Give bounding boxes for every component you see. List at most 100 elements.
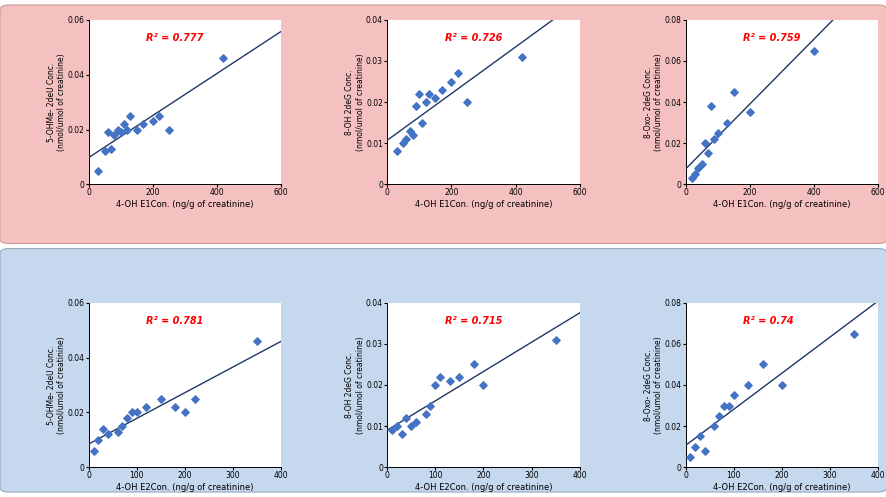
Point	[129, 409, 144, 416]
Point	[405, 131, 419, 139]
Point	[706, 422, 720, 430]
Point	[91, 166, 105, 174]
Point	[125, 409, 139, 416]
Point	[742, 108, 756, 116]
Point	[178, 409, 192, 416]
Text: R² = 0.781: R² = 0.781	[146, 316, 204, 326]
Y-axis label: 5-OHMe- 2deU Conc.
(nmol/umol of creatinine): 5-OHMe- 2deU Conc. (nmol/umol of creatin…	[47, 53, 66, 151]
Point	[120, 414, 134, 422]
Point	[418, 410, 432, 417]
Point	[846, 330, 860, 337]
Point	[697, 447, 711, 455]
Point	[688, 443, 702, 451]
Point	[692, 432, 706, 440]
Text: R² = 0.74: R² = 0.74	[742, 316, 793, 326]
Point	[385, 426, 399, 434]
X-axis label: 4-OH E2Con. (ng/g of creatinine): 4-OH E2Con. (ng/g of creatinine)	[116, 483, 253, 492]
Point	[806, 47, 820, 55]
Text: R² = 0.715: R² = 0.715	[445, 316, 501, 326]
Point	[91, 436, 105, 444]
Point	[726, 88, 740, 96]
Point	[107, 131, 121, 139]
Point	[117, 120, 131, 128]
Point	[460, 98, 474, 106]
Point	[710, 129, 724, 137]
Point	[389, 422, 403, 430]
Point	[466, 360, 480, 368]
Point	[773, 381, 788, 389]
Point	[434, 86, 448, 94]
Point	[123, 112, 137, 120]
Point	[145, 117, 159, 125]
Y-axis label: 8-Oxo- 2deG Conc.
(nmol/umol of creatinine): 8-Oxo- 2deG Conc. (nmol/umol of creatini…	[643, 336, 662, 434]
Point	[450, 70, 464, 78]
Point	[153, 395, 167, 403]
Point	[755, 360, 769, 368]
Point	[444, 78, 458, 85]
Point	[740, 381, 754, 389]
Point	[688, 170, 702, 178]
Point	[399, 414, 413, 422]
Point	[408, 102, 423, 110]
Point	[394, 430, 408, 438]
Point	[111, 427, 125, 435]
Point	[113, 128, 128, 136]
Point	[168, 403, 183, 411]
Y-axis label: 5-OHMe- 2deU Conc.
(nmol/umol of creatinine): 5-OHMe- 2deU Conc. (nmol/umol of creatin…	[47, 336, 66, 434]
Point	[396, 139, 410, 147]
Point	[697, 139, 711, 147]
Text: R² = 0.759: R² = 0.759	[742, 33, 800, 43]
Point	[415, 119, 429, 127]
Point	[423, 402, 437, 410]
Point	[452, 373, 466, 381]
Point	[115, 422, 129, 430]
Point	[514, 53, 528, 61]
Point	[690, 164, 704, 172]
Point	[152, 112, 167, 120]
Point	[721, 402, 735, 410]
Point	[129, 126, 144, 134]
Point	[101, 128, 115, 136]
X-axis label: 4-OH E2Con. (ng/g of creatinine): 4-OH E2Con. (ng/g of creatinine)	[414, 483, 552, 492]
Point	[706, 135, 720, 143]
Point	[700, 150, 714, 158]
Point	[404, 422, 418, 430]
Point	[216, 54, 230, 62]
Text: R² = 0.777: R² = 0.777	[146, 33, 204, 43]
Point	[402, 127, 416, 135]
Point	[136, 120, 151, 128]
Point	[711, 412, 726, 420]
Y-axis label: 8-Oxo- 2deG Conc.
(nmol/umol of creatinine): 8-Oxo- 2deG Conc. (nmol/umol of creatini…	[643, 53, 662, 151]
Point	[421, 90, 435, 98]
Point	[428, 381, 442, 389]
Point	[694, 160, 708, 168]
Point	[96, 425, 110, 433]
Point	[187, 395, 201, 403]
Point	[399, 135, 413, 143]
Point	[476, 381, 490, 389]
Point	[682, 453, 696, 461]
Point	[120, 126, 134, 134]
Point	[412, 90, 426, 98]
Point	[432, 373, 447, 381]
Y-axis label: 8-OH 2deG Conc.
(nmol/umol of creatinine): 8-OH 2deG Conc. (nmol/umol of creatinine…	[345, 336, 364, 434]
Point	[428, 94, 442, 102]
Point	[548, 336, 562, 344]
Point	[719, 119, 734, 127]
X-axis label: 4-OH E2Con. (ng/g of creatinine): 4-OH E2Con. (ng/g of creatinine)	[712, 483, 850, 492]
Point	[389, 148, 403, 156]
Point	[86, 447, 100, 455]
X-axis label: 4-OH E1Con. (ng/g of creatinine): 4-OH E1Con. (ng/g of creatinine)	[712, 200, 850, 209]
Point	[139, 403, 153, 411]
Point	[104, 145, 118, 153]
X-axis label: 4-OH E1Con. (ng/g of creatinine): 4-OH E1Con. (ng/g of creatinine)	[116, 200, 253, 209]
Point	[703, 102, 718, 110]
Point	[418, 98, 432, 106]
Point	[101, 430, 115, 438]
Point	[726, 391, 740, 399]
Text: R² = 0.726: R² = 0.726	[445, 33, 501, 43]
Point	[442, 377, 456, 385]
Point	[716, 402, 730, 410]
Point	[97, 148, 112, 156]
Y-axis label: 8-OH 2deG Conc.
(nmol/umol of creatinine): 8-OH 2deG Conc. (nmol/umol of creatinine…	[345, 53, 364, 151]
